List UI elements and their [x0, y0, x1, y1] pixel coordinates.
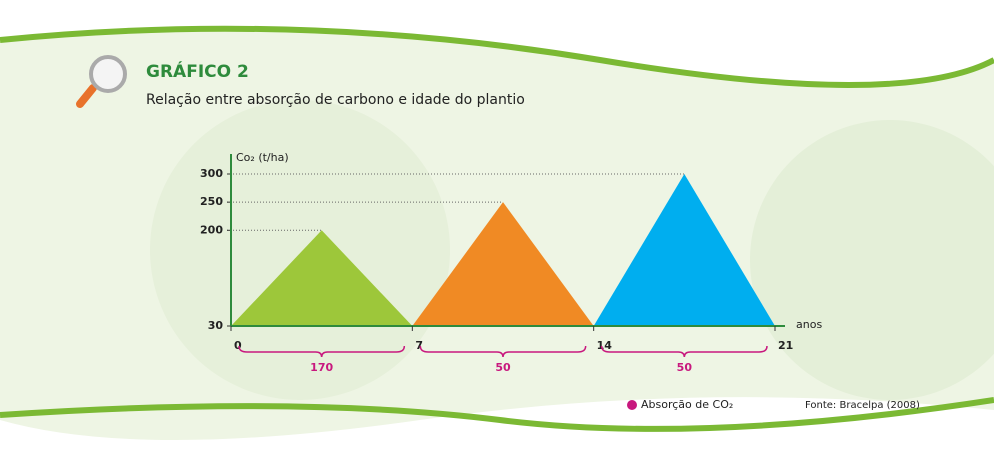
interval-brace: [419, 345, 587, 358]
area: [231, 230, 413, 326]
x-tick-label: 0: [234, 339, 242, 352]
area: [593, 174, 775, 326]
magnifier-icon: [76, 55, 127, 108]
x-tick-label: 7: [415, 339, 423, 352]
top-swoosh: [0, 25, 994, 88]
x-axis-label: anos: [796, 318, 822, 331]
chart-title: GRÁFICO 2: [146, 60, 249, 82]
y-tick-label: 200: [200, 223, 223, 236]
chart-subtitle: Relação entre absorção de carbono e idad…: [146, 92, 525, 108]
y-tick-label: 250: [200, 195, 223, 208]
y-tick-label: 300: [200, 167, 223, 180]
interval-brace: [238, 345, 406, 358]
area: [412, 202, 594, 326]
x-tick-label: 14: [597, 339, 613, 352]
legend-label: Absorção de CO₂: [641, 398, 733, 411]
interval-label: 50: [677, 361, 693, 374]
interval-label: 50: [495, 361, 511, 374]
source: Fonte: Bracelpa (2008): [805, 400, 920, 411]
decor: [750, 120, 994, 400]
x-tick-label: 21: [778, 339, 793, 352]
legend-marker: [627, 400, 637, 410]
decor: [150, 100, 450, 400]
interval-brace: [600, 345, 768, 358]
interval-label: 170: [310, 361, 333, 374]
y-axis-label: Co₂ (t/ha): [236, 151, 289, 164]
y-tick-label: 30: [208, 319, 224, 332]
bottom-swoosh: [0, 397, 994, 432]
